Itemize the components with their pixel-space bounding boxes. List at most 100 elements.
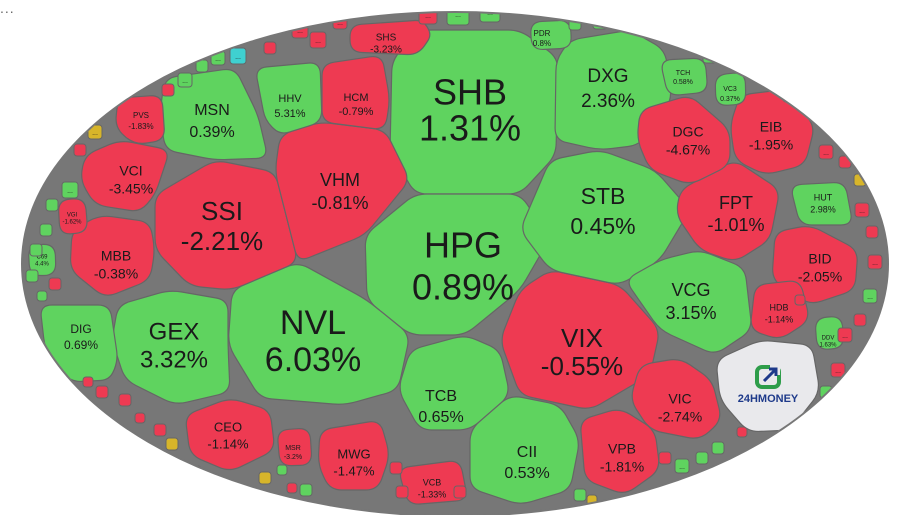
cell-ticker: EIB (760, 119, 783, 135)
small-cell[interactable] (48, 277, 62, 291)
small-cell[interactable] (263, 41, 277, 55)
cell-vc3[interactable]: VC3 0.37% (714, 72, 747, 106)
small-cell[interactable] (568, 17, 582, 31)
cell-change: -1.01% (707, 215, 764, 235)
cell-change: -0.38% (94, 266, 138, 282)
small-cell[interactable]: ... (837, 327, 853, 343)
small-cell-label: ... (297, 28, 303, 35)
small-cell[interactable] (736, 426, 748, 438)
small-cell[interactable] (118, 393, 132, 407)
small-cell[interactable] (29, 243, 43, 257)
small-cell[interactable] (36, 290, 48, 302)
small-cell[interactable] (453, 485, 467, 499)
cell-hcm[interactable]: HCM -0.79% (321, 55, 390, 130)
small-cell[interactable] (82, 376, 94, 388)
cell-tcb[interactable]: TCB 0.65% (399, 336, 509, 431)
cell-mwg[interactable]: MWG -1.47% (318, 421, 389, 491)
small-cell[interactable]: ... (61, 181, 79, 199)
small-cell[interactable] (723, 53, 737, 67)
cell-cii[interactable]: CII 0.53% (469, 396, 579, 504)
small-cell[interactable]: ... (229, 47, 247, 65)
cell-dgc[interactable]: DGC -4.67% (637, 96, 731, 184)
small-cell[interactable]: ... (674, 458, 690, 474)
small-cell[interactable] (633, 15, 647, 29)
small-cell[interactable] (299, 483, 313, 497)
small-cell[interactable] (258, 471, 272, 485)
small-cell[interactable]: ... (446, 3, 470, 26)
cell-stb[interactable]: STB 0.45% (522, 150, 688, 284)
cell-msn[interactable]: MSN 0.39% (160, 68, 267, 161)
small-cell[interactable] (743, 61, 757, 75)
small-cell[interactable] (695, 451, 709, 465)
small-cell[interactable] (865, 225, 879, 239)
small-cell[interactable] (161, 83, 175, 97)
cell-vgi[interactable]: VGI-1.62% (58, 198, 88, 235)
cell-mbb[interactable]: MBB -0.38% (69, 215, 155, 296)
cell-vhm[interactable]: VHM -0.81% (275, 122, 408, 260)
small-cell[interactable]: ... (418, 6, 438, 25)
small-cell[interactable] (95, 385, 109, 399)
cell-ticker: FPT (719, 193, 753, 213)
small-cell[interactable]: ... (830, 362, 846, 378)
small-cell[interactable] (838, 155, 852, 169)
cell-eib[interactable]: EIB -1.95% (730, 90, 814, 174)
small-cell[interactable] (45, 198, 59, 212)
small-cell[interactable]: ... (854, 202, 870, 218)
small-cell[interactable] (39, 223, 53, 237)
cell-vcg[interactable]: VCG 3.15% (628, 251, 752, 353)
cell-ssi[interactable]: SSI-2.21% (154, 161, 297, 290)
cell-vci[interactable]: VCI -3.45% (81, 140, 168, 212)
cell-hhv[interactable]: HHV 5.31% (256, 62, 323, 134)
cell-msr[interactable]: MSR -3.2% (277, 428, 313, 467)
cell-change: 0.58% (673, 79, 693, 86)
small-cell[interactable]: ... (762, 72, 778, 88)
small-cell[interactable] (73, 143, 87, 157)
cell-change: -0.81% (311, 193, 368, 213)
cell-vic[interactable]: VIC -2.74% (631, 359, 721, 439)
small-cell[interactable] (276, 464, 288, 476)
small-cell[interactable] (25, 269, 39, 283)
small-cell[interactable] (819, 385, 833, 399)
small-cell[interactable]: ... (652, 26, 668, 42)
small-cell[interactable] (153, 423, 167, 437)
small-cell[interactable]: ... (867, 254, 883, 270)
small-cell[interactable] (658, 451, 672, 465)
cell-change: 0.39% (189, 124, 234, 141)
small-cell[interactable] (134, 412, 146, 424)
small-cell[interactable]: ... (862, 288, 878, 304)
small-cell[interactable] (395, 485, 409, 499)
cell-change: -0.79% (339, 106, 374, 118)
small-cell-label: ... (767, 78, 773, 85)
small-cell[interactable] (165, 437, 179, 451)
top-left-dots: ... (0, 0, 15, 16)
small-cell[interactable] (286, 482, 298, 494)
cell-vcb[interactable]: VCB -1.33% (399, 460, 467, 505)
cell-change: 0.45% (570, 213, 635, 239)
cell-vpb[interactable]: VPB -1.81% (580, 409, 660, 493)
cell-shs[interactable]: SHS-3.23% (349, 19, 431, 56)
cell-ticker: SHB (433, 72, 507, 113)
cell-ticker: MWG (337, 446, 370, 461)
small-cell[interactable]: ... (818, 144, 834, 160)
small-cell[interactable] (573, 488, 587, 502)
small-cell[interactable] (853, 313, 867, 327)
cell-hdb[interactable]: HDB -1.14% (750, 280, 809, 339)
small-cell[interactable]: ... (177, 72, 193, 88)
cell-ceo[interactable]: CEO -1.14% (185, 399, 275, 471)
cell-change: -2.74% (658, 409, 702, 425)
small-cell[interactable] (389, 461, 403, 475)
small-cell[interactable]: ... (309, 31, 327, 49)
small-cell[interactable] (794, 294, 806, 306)
small-cell[interactable] (811, 101, 825, 115)
cell-tch[interactable]: TCH 0.58% (661, 57, 708, 96)
cell-vix[interactable]: VIX-0.55% (501, 271, 659, 409)
small-cell[interactable] (711, 441, 725, 455)
cell-hut[interactable]: HUT 2.98% (791, 182, 852, 226)
small-cell[interactable]: ... (479, 2, 501, 23)
cell-dig[interactable]: DIG 0.69% (40, 304, 118, 383)
